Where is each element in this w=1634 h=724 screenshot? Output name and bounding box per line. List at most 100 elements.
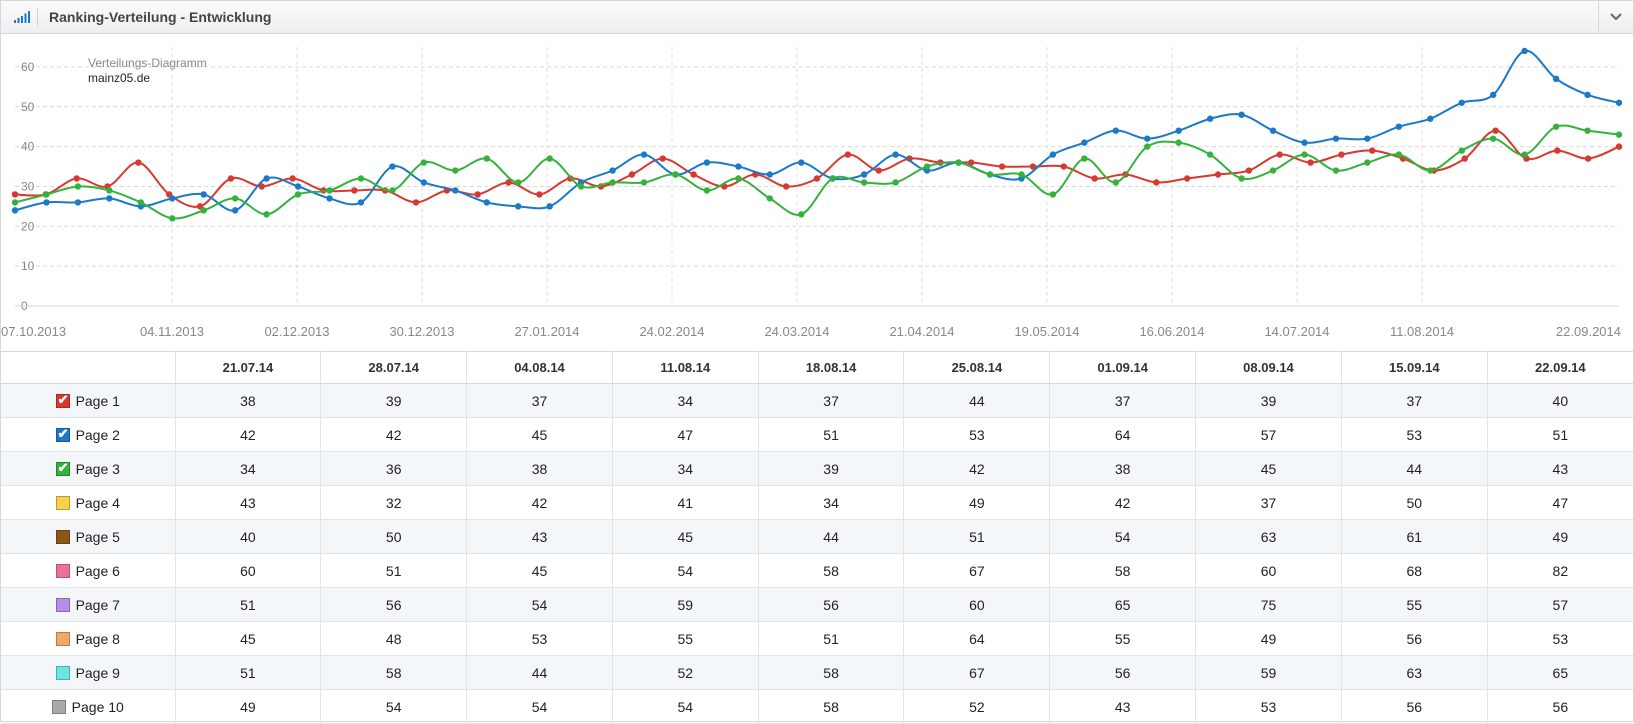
data-point[interactable] [389, 163, 396, 170]
data-point[interactable] [892, 179, 899, 186]
data-point[interactable] [998, 163, 1006, 170]
data-point[interactable] [703, 187, 711, 194]
data-point[interactable] [326, 195, 333, 202]
data-point[interactable] [169, 195, 176, 202]
data-point[interactable] [1489, 91, 1497, 99]
data-point[interactable] [782, 183, 790, 190]
data-point[interactable] [1489, 135, 1497, 142]
data-point[interactable] [536, 191, 543, 198]
data-point[interactable] [860, 179, 868, 186]
data-point[interactable] [231, 207, 239, 214]
data-point[interactable] [1552, 75, 1560, 83]
series-checkbox[interactable]: ✔ [55, 392, 70, 408]
data-point[interactable] [577, 183, 585, 190]
data-point[interactable] [1584, 155, 1592, 162]
data-point[interactable] [1175, 127, 1182, 134]
data-point[interactable] [357, 199, 365, 206]
data-point[interactable] [1521, 151, 1528, 158]
data-point[interactable] [672, 171, 679, 178]
data-point[interactable] [483, 155, 490, 162]
data-point[interactable] [1081, 155, 1088, 162]
data-point[interactable] [860, 171, 868, 178]
data-point[interactable] [412, 199, 420, 206]
table-column-header[interactable]: 28.07.14 [320, 351, 468, 384]
data-point[interactable] [231, 195, 239, 202]
data-point[interactable] [546, 203, 553, 210]
data-point[interactable] [515, 179, 522, 186]
series-checkbox[interactable] [55, 529, 70, 544]
series-checkbox[interactable] [51, 699, 66, 714]
data-point[interactable] [389, 187, 396, 194]
data-point[interactable] [1554, 147, 1561, 154]
table-column-header[interactable]: 15.09.14 [1341, 351, 1488, 384]
data-point[interactable] [1049, 191, 1057, 198]
series-checkbox[interactable] [55, 495, 70, 510]
data-point[interactable] [137, 199, 145, 206]
data-point[interactable] [43, 199, 50, 206]
data-point[interactable] [829, 175, 836, 182]
data-point[interactable] [1584, 91, 1591, 99]
table-column-header[interactable]: 11.08.14 [612, 351, 759, 384]
data-point[interactable] [11, 199, 19, 206]
data-point[interactable] [452, 167, 459, 174]
data-point[interactable] [1427, 115, 1434, 122]
data-point[interactable] [263, 175, 270, 182]
data-point[interactable] [798, 159, 805, 166]
data-point[interactable] [1060, 163, 1067, 170]
data-point[interactable] [844, 151, 852, 158]
data-point[interactable] [735, 163, 742, 170]
data-point[interactable] [483, 199, 490, 206]
data-point[interactable] [1112, 179, 1119, 186]
data-point[interactable] [11, 207, 19, 214]
data-point[interactable] [1276, 151, 1283, 158]
data-point[interactable] [1214, 171, 1222, 178]
series-checkbox[interactable]: ✔ [55, 426, 70, 442]
collapse-toggle-button[interactable] [1598, 1, 1633, 33]
data-point[interactable] [452, 187, 459, 194]
data-point[interactable] [986, 171, 994, 178]
data-point[interactable] [1029, 163, 1037, 170]
data-point[interactable] [1091, 175, 1098, 182]
data-point[interactable] [74, 199, 82, 206]
table-column-header[interactable]: 25.08.14 [903, 351, 1051, 384]
series-checkbox[interactable] [55, 665, 70, 680]
data-point[interactable] [11, 191, 19, 198]
data-point[interactable] [1584, 127, 1591, 134]
data-point[interactable] [1332, 135, 1340, 142]
data-point[interactable] [515, 203, 522, 210]
data-point[interactable] [1206, 151, 1214, 158]
data-point[interactable] [1183, 175, 1191, 182]
data-point[interactable] [294, 183, 302, 190]
table-column-header[interactable]: 01.09.14 [1049, 351, 1197, 384]
data-point[interactable] [1206, 115, 1214, 122]
data-point[interactable] [609, 167, 616, 174]
data-point[interactable] [326, 187, 333, 194]
data-point[interactable] [289, 175, 296, 182]
data-point[interactable] [798, 211, 805, 218]
data-point[interactable] [628, 171, 636, 178]
data-point[interactable] [1018, 171, 1025, 178]
data-point[interactable] [200, 191, 207, 198]
data-point[interactable] [135, 159, 142, 166]
data-point[interactable] [227, 175, 235, 182]
data-point[interactable] [351, 187, 358, 194]
series-checkbox[interactable] [55, 563, 70, 578]
data-point[interactable] [703, 159, 711, 166]
data-point[interactable] [1301, 139, 1308, 146]
data-point[interactable] [1153, 179, 1160, 186]
data-point[interactable] [923, 163, 931, 170]
data-point[interactable] [1521, 47, 1528, 55]
data-point[interactable] [1144, 143, 1151, 150]
data-point[interactable] [200, 207, 207, 214]
series-checkbox[interactable] [55, 597, 70, 612]
data-point[interactable] [1427, 167, 1434, 174]
table-column-header[interactable]: 21.07.14 [175, 351, 322, 384]
table-column-header[interactable]: 04.08.14 [466, 351, 613, 384]
data-point[interactable] [420, 159, 428, 166]
table-column-header[interactable]: 22.09.14 [1487, 351, 1633, 384]
data-point[interactable] [74, 183, 82, 190]
data-point[interactable] [875, 167, 882, 174]
data-point[interactable] [1245, 167, 1253, 174]
data-point[interactable] [1364, 135, 1371, 142]
data-point[interactable] [1238, 175, 1245, 182]
